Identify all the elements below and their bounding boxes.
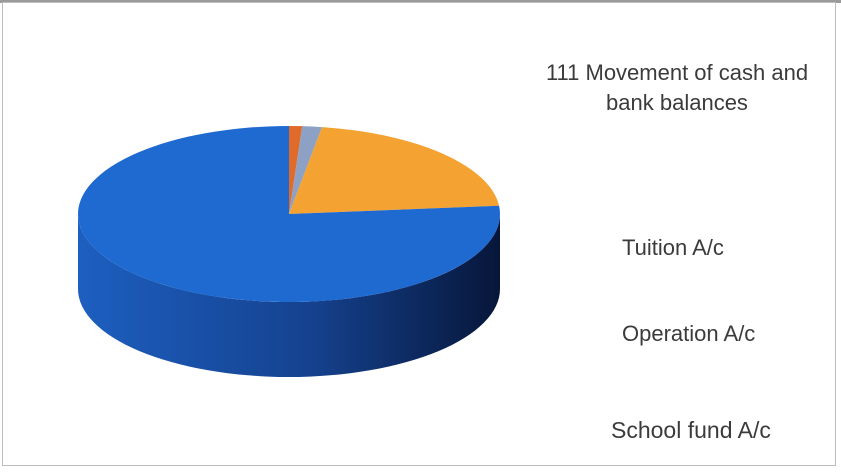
legend-label-tuition: Tuition A/c [622, 235, 724, 260]
pie-slice [289, 126, 303, 214]
pie-slice [289, 126, 323, 214]
pie-slice-side [78, 214, 500, 377]
legend-label-operation: Operation A/c [622, 321, 756, 346]
legend-label-cash-bank: 111 Movement of cash and bank balances [545, 60, 809, 115]
top-border [0, 0, 841, 3]
legend-label-school-fund: School fund A/c [611, 417, 771, 443]
pie-slice [289, 127, 500, 214]
pie-slice [78, 126, 500, 302]
